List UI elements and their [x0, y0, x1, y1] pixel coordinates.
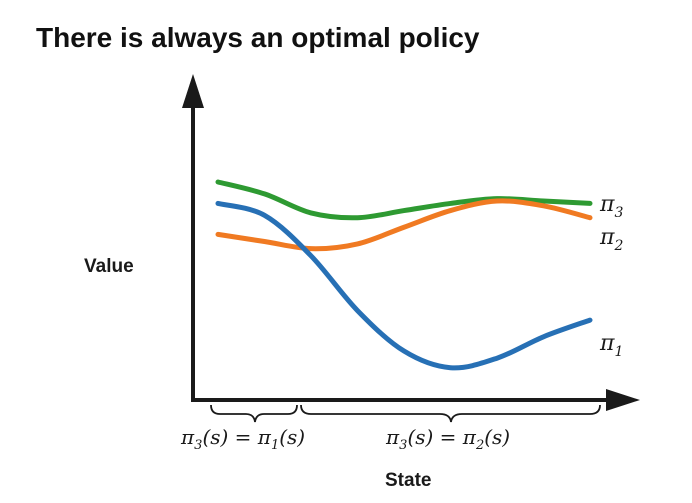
series-label-3: π1	[599, 331, 623, 360]
series-label-1: π3	[599, 192, 623, 221]
x-axis-label: State	[385, 470, 432, 491]
region-brace-1	[210, 404, 298, 423]
series-line-3	[215, 200, 593, 371]
y-axis-label: Value	[84, 256, 134, 277]
series-label-2: π2	[599, 225, 623, 254]
x-axis-arrowhead	[606, 389, 640, 411]
series-line-2	[215, 198, 593, 252]
series-line-1	[215, 179, 593, 221]
y-axis-arrowhead	[182, 74, 204, 108]
region-label-1: π3(s) = π1(s)	[180, 425, 305, 453]
region-label-2: π3(s) = π2(s)	[385, 425, 510, 453]
slide-title: There is always an optimal policy	[36, 22, 480, 53]
region-brace-2	[300, 404, 601, 423]
